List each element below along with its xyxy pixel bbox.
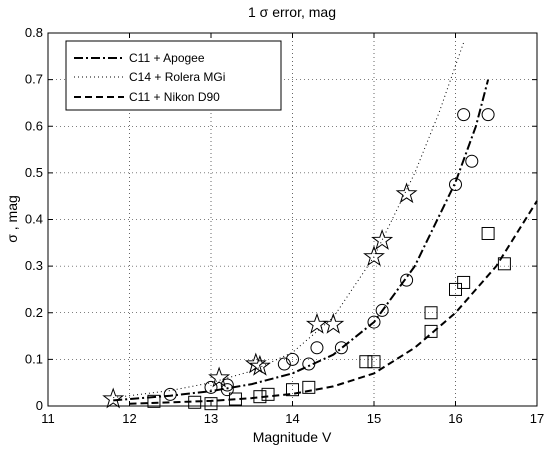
legend: C11 + Apogee C14 + Rolera MGi C11 + Niko… [65, 40, 282, 111]
square-marker [424, 324, 438, 338]
star-marker [102, 387, 125, 409]
square-marker [302, 380, 316, 394]
x-tick-label: 15 [367, 411, 381, 426]
star-marker [305, 312, 328, 334]
circle-marker [220, 383, 234, 397]
circle-marker [457, 108, 471, 122]
y-tick-label: 0.5 [25, 165, 43, 180]
y-tick-label: 0.7 [25, 72, 43, 87]
x-tick-label: 11 [41, 411, 55, 426]
y-axis-label: σ , mag [4, 195, 20, 243]
y-tick-label: 0 [36, 398, 43, 413]
chart-title: 1 σ error, mag [248, 4, 336, 20]
circle-marker [400, 273, 414, 287]
star-marker [208, 366, 231, 388]
square-marker [204, 397, 218, 411]
star-marker [322, 312, 345, 334]
x-tick-label: 12 [122, 411, 136, 426]
curve-dashdot [113, 79, 490, 402]
y-tick-label: 0.1 [25, 351, 43, 366]
legend-label-nikon: C11 + Nikon D90 [129, 90, 220, 104]
circle-marker [449, 178, 462, 192]
circle-marker [375, 303, 389, 317]
x-tick-label: 13 [204, 411, 218, 426]
fit-curves [113, 42, 538, 405]
circle-marker [367, 315, 381, 329]
circle-marker [310, 341, 324, 355]
square-marker [367, 355, 381, 369]
square-marker [253, 390, 267, 404]
legend-label-apogee: C11 + Apogee [129, 51, 205, 65]
square-marker [481, 226, 495, 240]
square-marker [188, 395, 202, 409]
legend-label-rolera: C14 + Rolera MGi [129, 70, 225, 84]
circle-marker [277, 357, 291, 371]
grid-lines [48, 33, 537, 406]
circle-marker [302, 357, 316, 371]
circle-marker [286, 352, 299, 366]
y-tick-label: 0.2 [25, 305, 43, 320]
square-marker [497, 257, 511, 271]
star-marker [371, 228, 394, 250]
y-tick-label: 0.6 [25, 118, 43, 133]
circle-marker [334, 341, 348, 355]
y-tick-label: 0.4 [25, 212, 43, 227]
circle-marker [163, 387, 177, 401]
star-marker [248, 354, 271, 376]
square-marker [449, 282, 462, 296]
square-marker [286, 383, 299, 397]
circle-marker [220, 378, 234, 392]
y-tick-label: 0.8 [25, 25, 43, 40]
x-axis-label: Magnitude V [253, 429, 332, 445]
legend-box [65, 40, 282, 111]
circle-marker [204, 380, 218, 394]
data-markers [102, 108, 511, 411]
x-tick-label: 16 [448, 411, 462, 426]
square-marker [457, 275, 471, 289]
x-tick-label: 14 [285, 411, 299, 426]
x-tick-label: 17 [530, 411, 544, 426]
square-marker [228, 392, 242, 406]
square-marker [424, 306, 438, 320]
square-marker [147, 394, 161, 408]
circle-marker [481, 108, 495, 122]
star-marker [395, 182, 418, 204]
square-marker [261, 387, 275, 401]
curve-dashed [129, 200, 538, 405]
axis-ticks: 11 12 13 14 15 16 17 0 0.1 0.2 0.3 0.4 0.5 0.6 0.7 0.8 [25, 25, 544, 426]
circle-marker [465, 154, 479, 168]
star-marker [363, 245, 385, 267]
y-tick-label: 0.3 [25, 258, 43, 273]
square-marker [359, 355, 373, 369]
